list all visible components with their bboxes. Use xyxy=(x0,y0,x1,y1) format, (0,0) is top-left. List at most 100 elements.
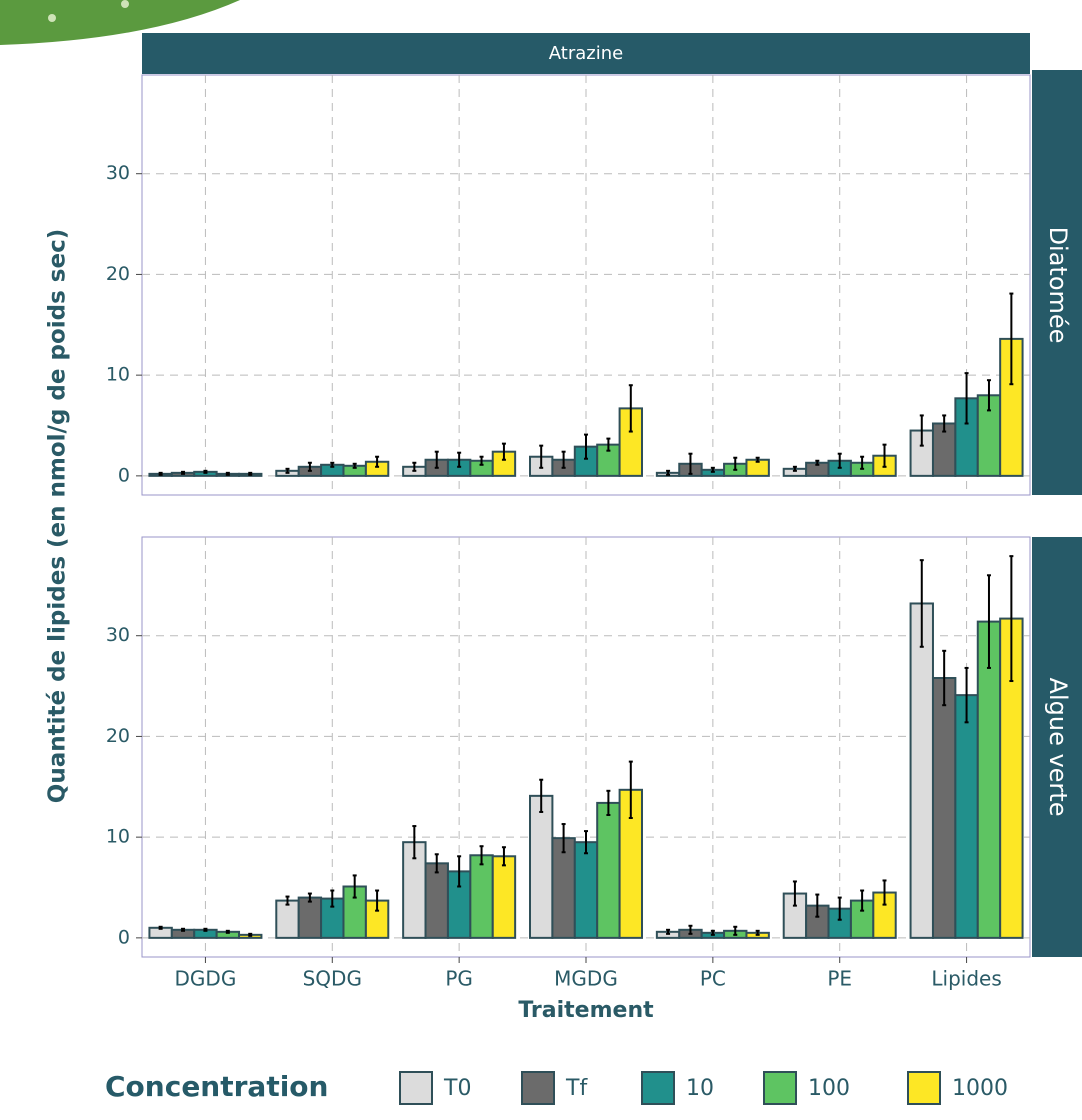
bar xyxy=(954,694,979,939)
bar xyxy=(469,854,494,939)
error-bar xyxy=(561,823,566,854)
error-bar xyxy=(755,929,760,936)
bar xyxy=(297,896,323,939)
error-bar xyxy=(860,455,865,470)
legend-label: 10 xyxy=(686,1076,714,1101)
error-bar xyxy=(792,880,797,907)
error-bar xyxy=(330,461,335,468)
facet-label: Diatomée xyxy=(1044,227,1072,344)
y-tick-label: 10 xyxy=(106,826,130,848)
y-tick-label: 30 xyxy=(106,162,130,184)
error-bar xyxy=(412,461,417,472)
error-bar xyxy=(628,760,633,820)
error-bar xyxy=(225,471,230,476)
chart-title: Atrazine xyxy=(549,43,623,64)
error-bar xyxy=(755,456,760,463)
error-bar xyxy=(606,437,611,452)
legend-label: T0 xyxy=(443,1076,471,1101)
x-tick-label: PE xyxy=(827,967,852,991)
x-tick-label: SQDG xyxy=(303,967,362,991)
error-bar xyxy=(434,853,439,874)
error-bar xyxy=(1009,292,1014,386)
error-bar xyxy=(352,874,357,899)
error-bar xyxy=(882,879,887,906)
y-tick-label: 30 xyxy=(106,624,130,646)
error-bar xyxy=(919,414,924,447)
legend-title: Concentration xyxy=(105,1070,328,1103)
bar xyxy=(931,677,957,939)
error-bar xyxy=(666,469,671,476)
error-bar xyxy=(584,433,588,460)
error-bar xyxy=(606,789,611,816)
error-bar xyxy=(330,889,335,908)
error-bar xyxy=(457,451,462,468)
strip xyxy=(1032,70,1082,495)
legend-key xyxy=(399,1071,433,1105)
legend-key xyxy=(521,1071,555,1105)
error-bar xyxy=(412,825,417,860)
error-bar xyxy=(539,444,544,469)
error-bar xyxy=(837,452,842,469)
y-tick-label: 20 xyxy=(106,263,130,285)
error-bar xyxy=(457,855,462,888)
bar xyxy=(573,841,599,939)
y-axis-label: Quantité de lipides (en nmol/g de poids … xyxy=(45,229,71,803)
bar xyxy=(529,794,554,939)
x-tick-label: Lipides xyxy=(931,967,1001,991)
x-tick-label: PC xyxy=(700,967,726,991)
error-bar xyxy=(539,778,544,813)
error-bar xyxy=(1009,555,1014,683)
legend-label: Tf xyxy=(565,1076,588,1101)
error-bar xyxy=(584,830,588,855)
y-tick-label: 0 xyxy=(118,464,130,486)
strip xyxy=(1032,537,1082,957)
error-bar xyxy=(986,574,991,669)
bar xyxy=(491,855,517,939)
x-tick-label: MGDG xyxy=(554,967,618,991)
error-bar xyxy=(986,379,991,412)
decoration xyxy=(0,0,240,45)
error-bar xyxy=(964,372,969,425)
facet-label: Algue verte xyxy=(1044,678,1072,817)
error-bar xyxy=(158,925,163,930)
error-bar xyxy=(882,443,887,468)
error-bar xyxy=(285,895,290,906)
error-bar xyxy=(942,649,947,707)
error-bar xyxy=(733,456,738,471)
error-bar xyxy=(248,471,253,476)
x-tick-label: PG xyxy=(445,967,473,991)
error-bar xyxy=(710,466,715,473)
strip xyxy=(142,33,1030,74)
error-bar xyxy=(158,471,163,476)
error-bar xyxy=(666,928,671,935)
error-bar xyxy=(501,846,506,867)
legend-key xyxy=(763,1071,797,1105)
error-bar xyxy=(248,932,253,937)
error-bar xyxy=(964,666,969,724)
error-bar xyxy=(307,461,312,472)
error-bar xyxy=(561,450,566,469)
error-bar xyxy=(479,455,484,466)
x-axis-label: Traitement xyxy=(518,998,654,1023)
y-tick-label: 20 xyxy=(106,725,130,747)
error-bar xyxy=(710,929,715,936)
error-bar xyxy=(307,892,312,903)
error-bar xyxy=(285,467,290,474)
error-bar xyxy=(688,452,693,475)
bar xyxy=(275,899,300,939)
legend-label: 100 xyxy=(808,1076,850,1101)
error-bar xyxy=(181,470,186,475)
bar xyxy=(596,801,621,939)
error-bar xyxy=(628,384,633,433)
bar xyxy=(424,862,449,939)
error-bar xyxy=(501,442,506,461)
legend-key xyxy=(907,1071,941,1105)
error-bar xyxy=(375,455,380,468)
error-bar xyxy=(815,893,820,918)
error-bar xyxy=(352,462,357,469)
y-tick-label: 10 xyxy=(106,364,130,386)
error-bar xyxy=(837,896,842,921)
error-bar xyxy=(792,465,797,472)
error-bar xyxy=(375,889,380,912)
bar xyxy=(976,620,1002,939)
